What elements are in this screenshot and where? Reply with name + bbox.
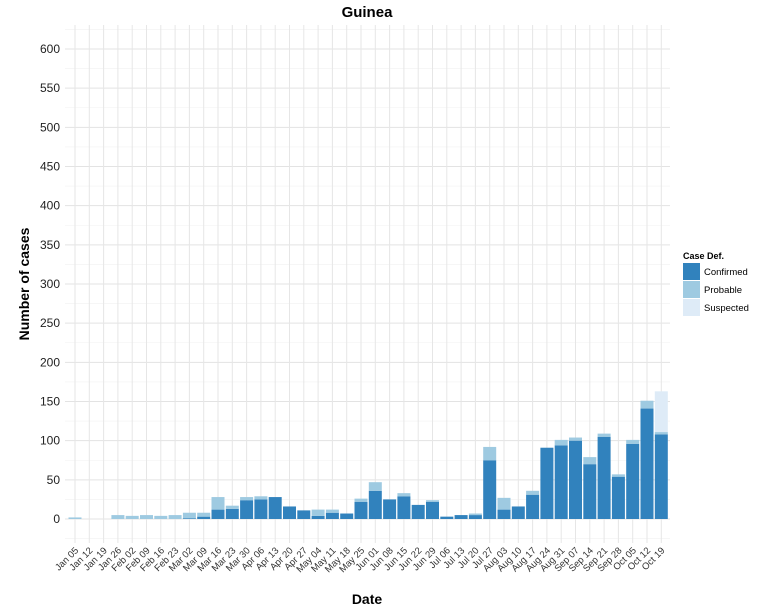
bar-confirmed-sep-14	[583, 464, 597, 519]
bar-probable-may-11	[325, 509, 339, 513]
bar-confirmed-jun-29	[426, 501, 439, 519]
bar-probable-mar-02	[182, 512, 196, 519]
bar-confirmed-jul-27	[483, 460, 497, 519]
x-axis-label: Date	[352, 591, 383, 607]
bar-probable-feb-23	[168, 515, 182, 519]
bar-probable-oct-12	[640, 400, 654, 409]
bar-probable-sep-14	[583, 457, 597, 465]
bar-confirmed-oct-12	[640, 408, 654, 519]
y-tick-label: 100	[40, 434, 60, 448]
bar-probable-mar-30	[240, 497, 254, 501]
y-tick-label: 350	[40, 238, 60, 252]
y-tick-label: 200	[40, 355, 60, 369]
legend-label-confirmed: Confirmed	[704, 267, 748, 278]
bar-confirmed-aug-17	[526, 494, 540, 519]
bar-probable-feb-02	[125, 515, 139, 519]
bar-confirmed-jun-01	[368, 490, 382, 519]
gridlines	[65, 25, 670, 543]
bar-confirmed-aug-10	[511, 506, 525, 519]
bar-confirmed-sep-07	[569, 440, 582, 519]
bar-probable-aug-31	[554, 439, 568, 446]
bar-suspected-oct-19	[654, 391, 668, 433]
y-tick-label: 500	[40, 120, 60, 134]
bar-probable-aug-17	[526, 490, 540, 495]
bar-probable-apr-06	[254, 496, 268, 500]
bar-confirmed-oct-19	[654, 434, 668, 519]
bar-probable-jan-26	[111, 515, 125, 519]
bar-confirmed-mar-09	[197, 516, 211, 519]
bar-confirmed-jul-06	[440, 516, 454, 519]
bar-confirmed-aug-03	[497, 509, 511, 519]
legend-label-suspected: Suspected	[704, 303, 749, 314]
legend-swatch-probable	[683, 281, 700, 298]
bar-probable-sep-07	[569, 437, 582, 441]
legend-swatch-confirmed	[683, 263, 700, 280]
bar-probable-mar-16	[211, 497, 225, 510]
bar-probable-jun-01	[368, 482, 382, 491]
legend-title: Case Def.	[683, 251, 724, 261]
y-tick-label: 300	[40, 277, 60, 291]
bar-confirmed-may-25	[354, 501, 368, 519]
bar-probable-oct-05	[626, 439, 640, 444]
bar-confirmed-may-18	[340, 513, 354, 519]
chart-title: Guinea	[342, 4, 394, 21]
y-tick-label: 400	[40, 199, 60, 213]
bar-confirmed-aug-31	[554, 445, 568, 519]
bar-probable-jun-29	[426, 500, 439, 502]
bar-confirmed-mar-02	[182, 518, 196, 519]
bar-probable-jul-27	[483, 446, 497, 461]
y-tick-label: 600	[40, 42, 60, 56]
bar-confirmed-mar-30	[240, 500, 254, 519]
bar-confirmed-may-04	[311, 515, 325, 519]
y-tick-label: 150	[40, 395, 60, 409]
bar-confirmed-oct-05	[626, 443, 640, 519]
bar-probable-sep-21	[597, 433, 611, 437]
bar-confirmed-apr-20	[283, 506, 296, 519]
legend-swatch-suspected	[683, 299, 700, 316]
bar-confirmed-apr-06	[254, 499, 268, 519]
bar-confirmed-apr-27	[297, 510, 311, 519]
y-axis-ticks: 0 50 100 150 200 250 300 350 400 450 500 550 600	[40, 42, 60, 526]
y-tick-label: 550	[40, 81, 60, 95]
bar-confirmed-may-11	[325, 512, 339, 519]
bar-confirmed-mar-23	[225, 508, 239, 519]
bar-confirmed-jul-13	[454, 515, 468, 519]
bar-confirmed-sep-28	[611, 476, 625, 519]
y-axis-label: Number of cases	[16, 227, 32, 340]
bar-confirmed-aug-24	[540, 447, 554, 519]
y-tick-label: 50	[47, 473, 61, 487]
bar-probable-oct-19	[654, 432, 668, 435]
bar-probable-feb-09	[140, 515, 153, 519]
bar-probable-may-25	[354, 498, 368, 502]
y-tick-label: 0	[53, 512, 60, 526]
bar-confirmed-sep-21	[597, 436, 611, 519]
bars	[68, 391, 668, 519]
legend: Case Def. Confirmed Probable Suspected	[683, 251, 749, 316]
bar-probable-jul-20	[468, 513, 482, 516]
bar-confirmed-jun-08	[383, 499, 397, 519]
bar-probable-jun-15	[397, 493, 411, 497]
bar-probable-aug-03	[497, 497, 511, 510]
bar-probable-sep-28	[611, 474, 625, 477]
bar-confirmed-mar-16	[211, 509, 225, 519]
bar-probable-feb-16	[154, 515, 168, 519]
bar-confirmed-apr-13	[268, 497, 282, 519]
legend-label-probable: Probable	[704, 285, 742, 296]
y-tick-label: 450	[40, 160, 60, 174]
bar-probable-mar-09	[197, 512, 211, 517]
bar-confirmed-jun-15	[397, 496, 411, 519]
bar-confirmed-jun-22	[411, 504, 425, 519]
bar-confirmed-jul-20	[468, 515, 482, 519]
bar-probable-jan-05	[68, 517, 82, 519]
bar-probable-may-04	[311, 509, 325, 516]
bar-probable-mar-23	[225, 505, 239, 509]
y-tick-label: 250	[40, 316, 60, 330]
